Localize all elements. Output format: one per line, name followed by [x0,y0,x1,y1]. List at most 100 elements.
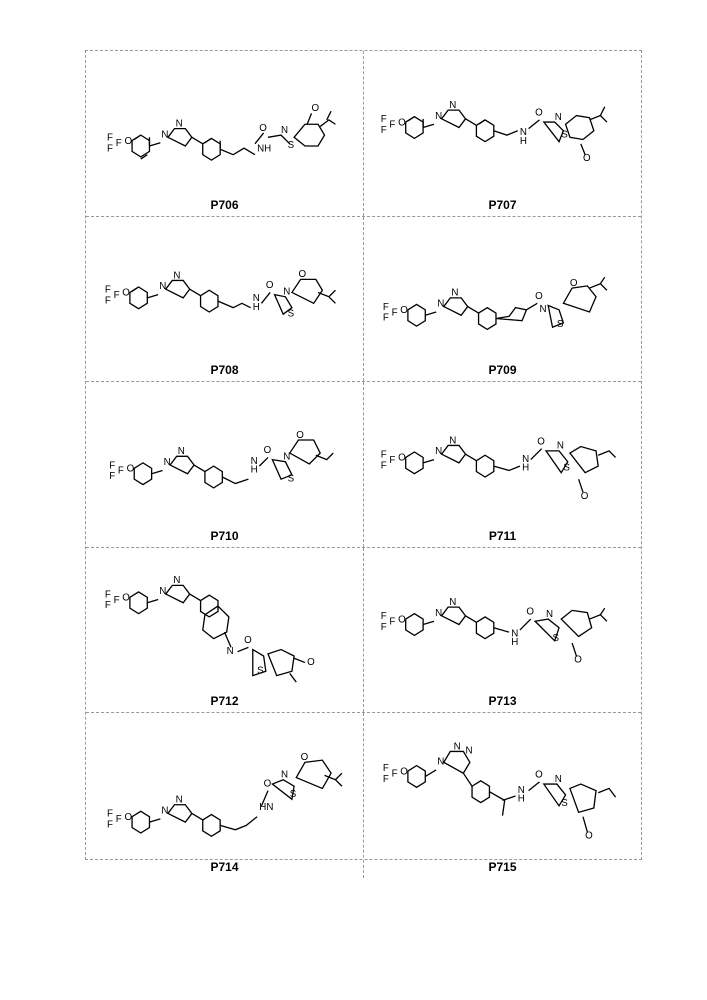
svg-text:H: H [518,793,525,804]
compound-cell: F F F O N N [86,51,364,216]
svg-text:N: N [281,125,288,136]
svg-text:O: O [259,123,267,134]
svg-text:F: F [392,768,398,779]
chemical-structure: F F F O N N [86,51,363,198]
compound-cell: F F F O N N HN [86,713,364,878]
compound-label: P712 [86,694,363,712]
compound-label: P707 [364,198,641,216]
svg-text:O: O [124,812,132,823]
svg-text:O: O [398,453,406,464]
svg-text:O: O [581,491,589,502]
svg-text:N: N [555,774,562,785]
svg-text:S: S [557,319,564,330]
svg-text:O: O [127,464,135,475]
svg-text:H: H [520,136,527,147]
svg-text:N: N [449,100,456,111]
grid-row: F F F O N N [86,217,641,383]
svg-text:S: S [290,789,297,800]
svg-text:N: N [539,304,546,315]
svg-text:N: N [173,270,180,281]
chemical-structure: F F F O N N [364,217,641,364]
svg-text:N: N [161,129,168,140]
svg-text:O: O [535,770,543,781]
grid-row: F F F O N N HN [86,713,641,878]
svg-text:O: O [585,830,593,841]
compound-cell: F F F O N N [86,548,364,713]
svg-text:F: F [105,284,111,295]
svg-text:O: O [400,766,408,777]
svg-text:HN: HN [259,802,273,813]
svg-text:F: F [381,611,387,622]
svg-text:S: S [561,798,568,809]
svg-text:O: O [122,287,130,298]
chemical-structure: F F F O N N [364,51,641,198]
svg-text:F: F [383,312,389,323]
svg-text:F: F [114,289,120,300]
compound-label: P714 [86,860,363,878]
svg-text:F: F [381,449,387,460]
svg-text:F: F [116,814,122,825]
svg-text:NH: NH [257,143,271,154]
svg-text:N: N [176,795,183,806]
svg-text:N: N [449,596,456,607]
svg-text:S: S [288,473,295,484]
svg-text:O: O [296,430,304,441]
compound-label: P706 [86,198,363,216]
svg-text:F: F [383,774,389,785]
svg-text:O: O [312,103,320,114]
compound-label: P708 [86,363,363,381]
page-container: F F F O N N [0,0,707,1000]
svg-text:H: H [522,462,529,473]
svg-text:N: N [466,746,473,757]
compound-cell: F F F O N N N [364,382,641,547]
svg-text:F: F [389,455,395,466]
compound-cell: F F F O N N N [364,713,641,878]
compound-label: P710 [86,529,363,547]
svg-text:F: F [107,809,113,820]
chemical-structure: F F F O N N HN [86,713,363,860]
svg-text:N: N [253,293,260,304]
svg-text:N: N [449,435,456,446]
svg-text:N: N [557,441,564,452]
svg-text:O: O [574,654,582,665]
svg-text:O: O [526,606,534,617]
svg-text:F: F [381,621,387,632]
svg-text:O: O [398,614,406,625]
svg-text:F: F [109,471,115,482]
svg-text:N: N [173,575,180,586]
compound-cell: F F F O N N [86,217,364,382]
chemical-structure: F F F O N N [86,217,363,364]
svg-text:N: N [164,457,171,468]
compound-label: P709 [364,363,641,381]
svg-text:N: N [435,446,442,457]
svg-text:N: N [281,770,288,781]
svg-text:F: F [116,138,122,149]
chemical-structure: F F F O N N N [364,548,641,695]
svg-text:N: N [176,118,183,129]
svg-text:N: N [546,608,553,619]
svg-text:O: O [264,778,272,789]
compound-cell: F F F O N N N [364,548,641,713]
svg-text:F: F [107,143,113,154]
svg-text:F: F [381,460,387,471]
svg-text:F: F [383,301,389,312]
svg-text:H: H [511,637,518,648]
svg-text:O: O [124,136,132,147]
svg-text:O: O [244,635,252,646]
svg-text:O: O [301,752,309,763]
svg-text:F: F [114,594,120,605]
svg-text:F: F [381,114,387,125]
chemical-structure: F F F O N N N [364,713,641,860]
svg-text:O: O [398,117,406,128]
compound-cell: F F F O N N [364,51,641,216]
svg-text:O: O [264,445,272,456]
svg-text:F: F [118,466,124,477]
svg-text:F: F [383,763,389,774]
svg-text:O: O [535,290,543,301]
svg-text:F: F [107,133,113,144]
compound-label: P711 [364,529,641,547]
svg-text:F: F [389,120,395,131]
svg-text:N: N [159,281,166,292]
svg-text:O: O [570,277,578,288]
compound-cell: F F F O N N [364,217,641,382]
